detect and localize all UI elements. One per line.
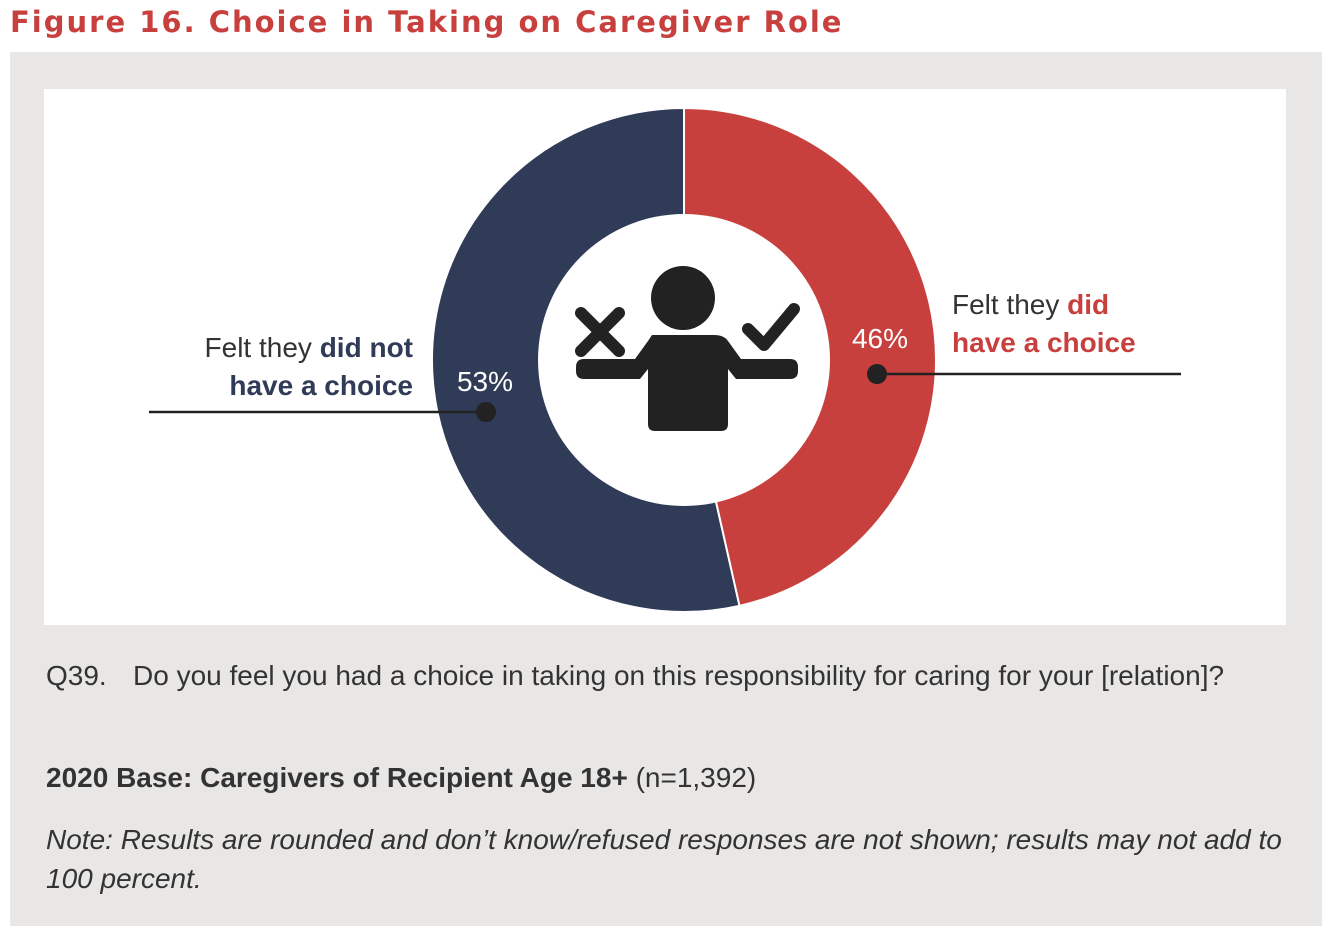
question-text: Do you feel you had a choice in taking o… — [133, 660, 1225, 691]
label-did-not-have-choice: Felt they did not have a choice — [205, 329, 413, 405]
chart-area: 53% 46% Felt they did not have a choice F… — [44, 89, 1286, 625]
figure-title: Figure 16. Choice in Taking on Caregiver… — [10, 5, 844, 39]
note: Note: Results are rounded and don’t know… — [46, 824, 1282, 894]
donut-chart: 53% 46% — [149, 106, 1181, 613]
figure-panel: 53% 46% Felt they did not have a choice F… — [10, 52, 1322, 926]
label-did-have-choice: Felt they did have a choice — [952, 286, 1136, 362]
label-bold-text: have a choice — [952, 327, 1136, 358]
base-bold: 2020 Base: Caregivers of Recipient Age 1… — [46, 762, 628, 793]
label-plain-text: Felt they — [204, 332, 320, 363]
leader-line-did-not-dot — [476, 402, 496, 422]
question: Q39. Do you feel you had a choice in tak… — [46, 656, 1266, 695]
person-with-x-and-check-icon — [575, 266, 800, 431]
value-label-did: 46% — [852, 323, 908, 354]
leader-line-did-dot — [867, 364, 887, 384]
question-number: Q39. — [46, 660, 107, 691]
label-bold-text: did not — [319, 332, 413, 363]
value-label-did-not: 53% — [457, 366, 513, 397]
base-count: (n=1,392) — [627, 762, 757, 793]
base-description: 2020 Base: Caregivers of Recipient Age 1… — [46, 758, 756, 798]
label-plain-text: Felt they — [952, 289, 1068, 320]
label-bold-text: did — [1067, 289, 1110, 320]
label-bold-text: have a choice — [229, 370, 413, 401]
